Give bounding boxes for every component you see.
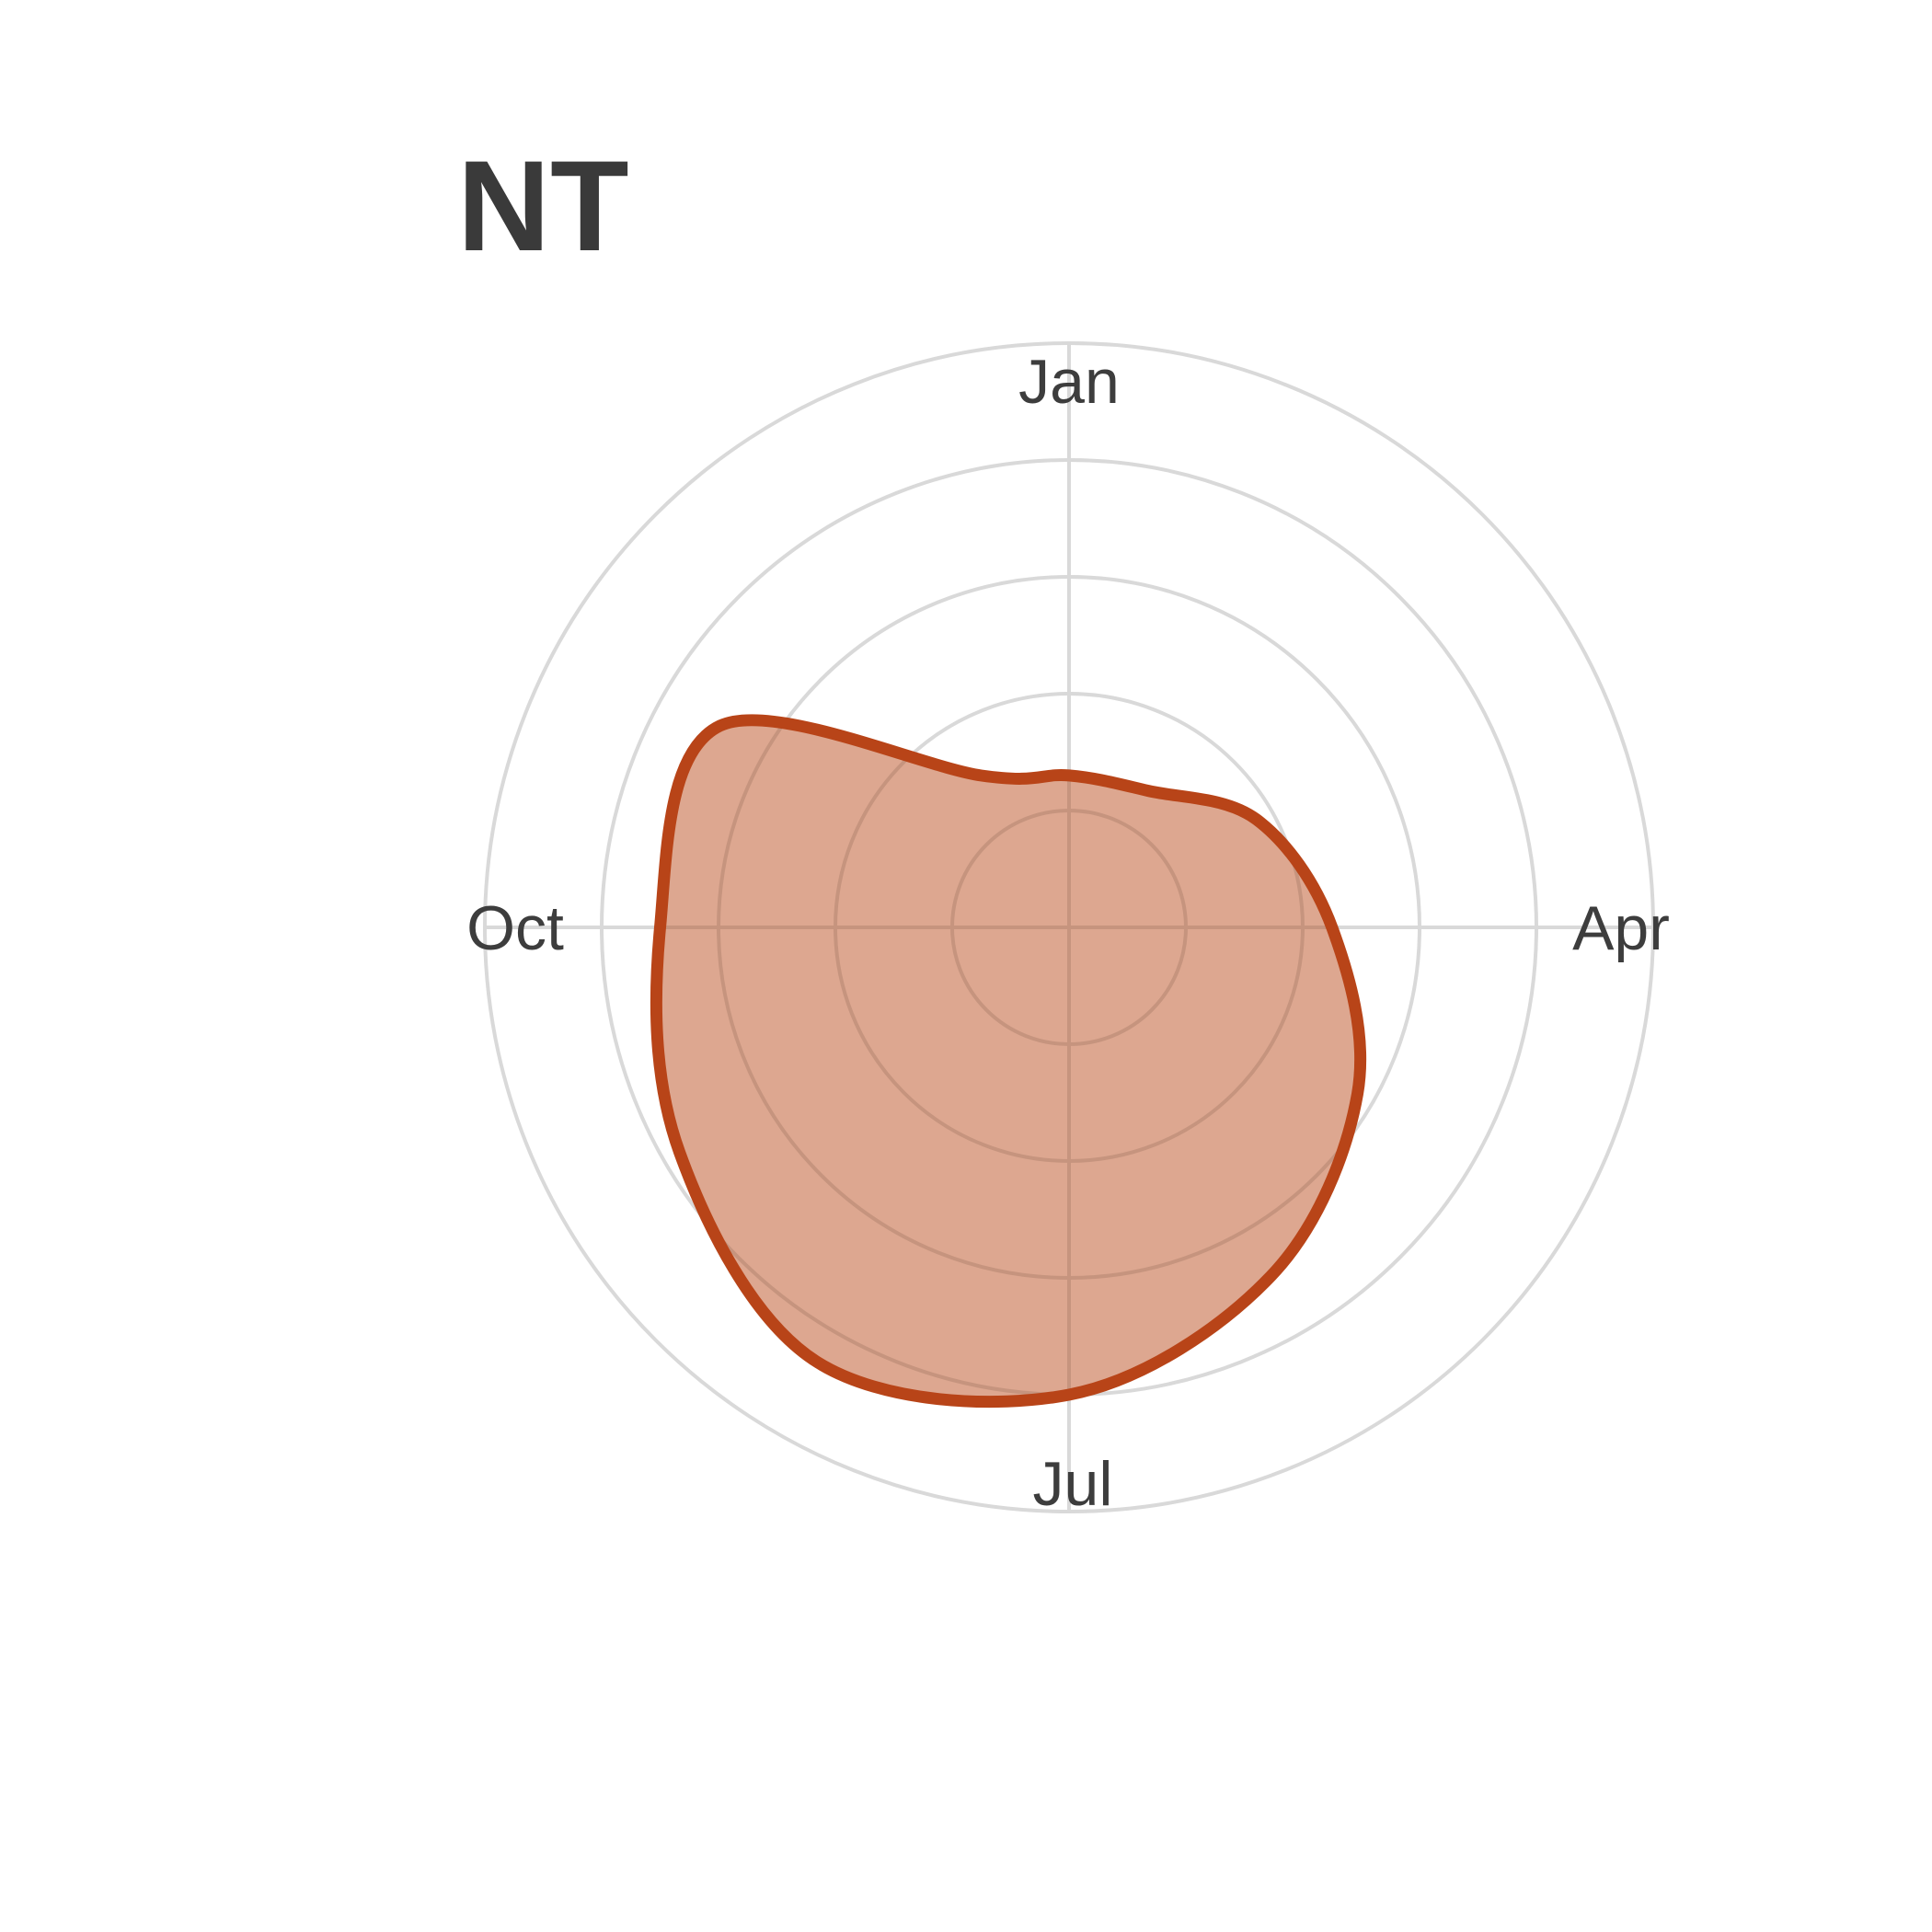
chart-title: NT xyxy=(457,133,629,278)
tick-label-jul: Jul xyxy=(1033,1449,1113,1519)
grid-overlay-circle xyxy=(717,719,1361,1280)
grid-overlay-circle xyxy=(834,719,1305,1163)
series-layer xyxy=(650,714,1367,1409)
series-line-0 xyxy=(650,714,1367,1409)
tick-label-apr: Apr xyxy=(1572,893,1670,963)
series-area-0 xyxy=(656,719,1361,1402)
grid-overlay-circle xyxy=(950,809,1188,1046)
tick-label-oct: Oct xyxy=(466,893,564,963)
axis-labels: Jan Apr Jul Oct xyxy=(466,347,1670,1519)
tick-label-jan: Jan xyxy=(1018,347,1120,417)
